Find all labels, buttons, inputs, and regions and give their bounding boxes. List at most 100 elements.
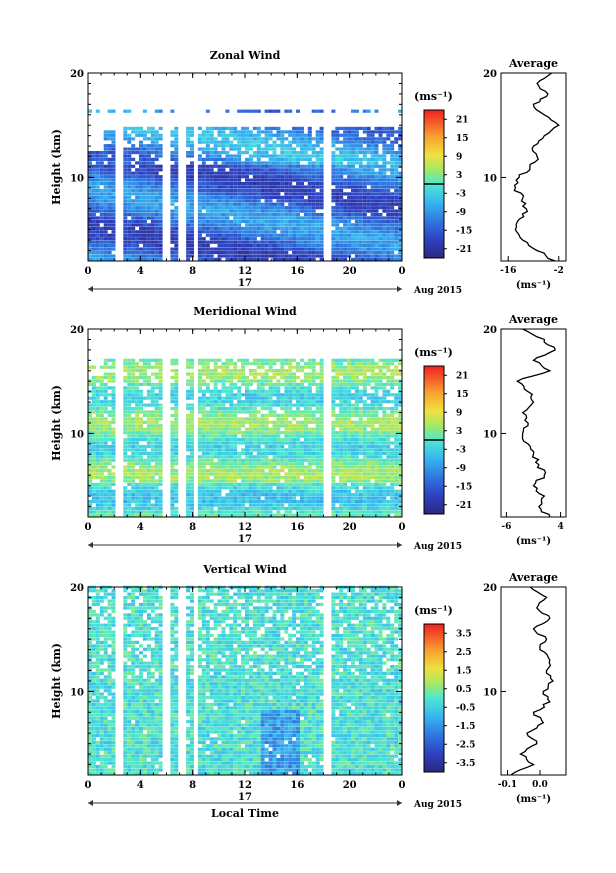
heatmap-cell xyxy=(139,171,143,175)
heatmap-cell xyxy=(256,188,261,193)
heatmap-cell xyxy=(252,496,257,500)
heatmap-cell xyxy=(370,130,375,134)
heatmap-cell xyxy=(197,382,202,386)
heatmap-cell xyxy=(268,202,273,206)
heatmap-cell xyxy=(248,431,253,435)
heatmap-cell xyxy=(280,219,285,224)
heatmap-cell xyxy=(209,230,214,234)
heatmap-cell xyxy=(339,237,344,241)
heatmap-cell xyxy=(288,386,293,390)
heatmap-cell xyxy=(103,475,108,480)
heatmap-cell xyxy=(248,496,253,500)
heatmap-cell xyxy=(374,140,379,144)
heatmap-cell xyxy=(307,441,312,445)
heatmap-cell xyxy=(225,396,230,400)
heatmap-cell xyxy=(217,400,222,404)
heatmap-cell xyxy=(95,424,100,428)
heatmap-cell xyxy=(88,441,92,445)
heatmap-cell xyxy=(268,147,273,151)
heatmap-cell xyxy=(201,372,206,376)
heatmap-cell xyxy=(127,185,132,189)
heatmap-cell xyxy=(315,486,320,490)
heatmap-cell xyxy=(170,171,175,175)
heatmap-cell xyxy=(103,410,108,414)
heatmap-cell xyxy=(300,171,304,175)
heatmap-cell xyxy=(319,500,324,504)
heatmap-cell xyxy=(339,206,344,210)
heatmap-cell xyxy=(296,109,300,113)
heatmap-cell xyxy=(354,237,359,241)
heatmap-cell xyxy=(225,472,230,476)
heatmap-cell xyxy=(307,195,312,199)
heatmap-cell xyxy=(292,379,297,383)
heatmap-cell xyxy=(260,420,265,424)
heatmap-cell xyxy=(256,403,261,407)
heatmap-cell xyxy=(268,475,273,480)
heatmap-cell xyxy=(354,126,359,130)
heatmap-cell xyxy=(107,195,112,199)
heatmap-cell xyxy=(170,178,175,182)
heatmap-cell xyxy=(343,140,348,144)
heatmap-cell xyxy=(131,244,136,248)
heatmap-cell xyxy=(378,137,383,141)
heatmap-cell xyxy=(390,202,395,206)
heatmap-cell xyxy=(362,237,367,241)
heatmap-cell xyxy=(237,257,242,261)
heatmap-cell xyxy=(142,144,147,148)
heatmap-cell xyxy=(103,240,108,244)
heatmap-cell xyxy=(276,506,281,511)
heatmap-cell xyxy=(256,257,261,261)
heatmap-cell xyxy=(221,185,226,189)
heatmap-cell xyxy=(174,451,179,455)
heatmap-cell xyxy=(107,431,112,435)
heatmap-cell xyxy=(217,469,222,473)
heatmap-cell xyxy=(111,192,116,196)
heatmap-cell xyxy=(95,237,100,241)
heatmap-cell xyxy=(315,431,320,435)
heatmap-cell xyxy=(311,496,316,500)
heatmap-cell xyxy=(311,250,316,255)
heatmap-cell xyxy=(190,362,194,366)
heatmap-cell xyxy=(221,219,226,224)
heatmap-cell xyxy=(217,410,222,414)
heatmap-cell xyxy=(139,182,143,186)
heatmap-cell xyxy=(158,475,163,480)
heatmap-cell xyxy=(303,393,308,397)
heatmap-cell xyxy=(213,400,218,404)
heatmap-cell xyxy=(107,216,112,220)
heatmap-cell xyxy=(158,109,163,113)
heatmap-cell xyxy=(190,202,194,206)
heatmap-cell xyxy=(288,513,293,517)
heatmap-cell xyxy=(394,171,399,175)
heatmap-cell xyxy=(127,195,132,199)
heatmap-cell xyxy=(237,486,242,490)
heatmap-cell xyxy=(103,230,108,234)
heatmap-cell xyxy=(264,389,269,393)
heatmap-cell xyxy=(111,458,116,462)
heatmap-cell xyxy=(303,386,308,390)
heatmap-cell xyxy=(123,489,128,493)
heatmap-cell xyxy=(221,151,226,155)
heatmap-cell xyxy=(382,250,387,255)
heatmap-cell xyxy=(319,130,324,134)
heatmap-cell xyxy=(335,441,340,445)
heatmap-cell xyxy=(296,438,300,442)
heatmap-cell xyxy=(252,431,257,435)
heatmap-cell xyxy=(170,486,175,490)
heatmap-cell xyxy=(142,199,147,203)
heatmap-cell xyxy=(139,216,143,220)
heatmap-cell xyxy=(146,424,151,428)
heatmap-cell xyxy=(91,513,96,517)
heatmap-cell xyxy=(205,133,210,137)
heatmap-cell xyxy=(225,219,230,224)
heatmap-cell xyxy=(150,195,155,199)
heatmap-cell xyxy=(205,257,210,261)
heatmap-cell xyxy=(362,157,367,161)
heatmap-cell xyxy=(370,223,375,227)
heatmap-cell xyxy=(245,506,249,511)
heatmap-cell xyxy=(370,164,375,168)
heatmap-cell xyxy=(135,386,140,390)
heatmap-cell xyxy=(135,216,140,220)
heatmap-cell xyxy=(386,250,391,255)
heatmap-cell xyxy=(237,427,242,431)
